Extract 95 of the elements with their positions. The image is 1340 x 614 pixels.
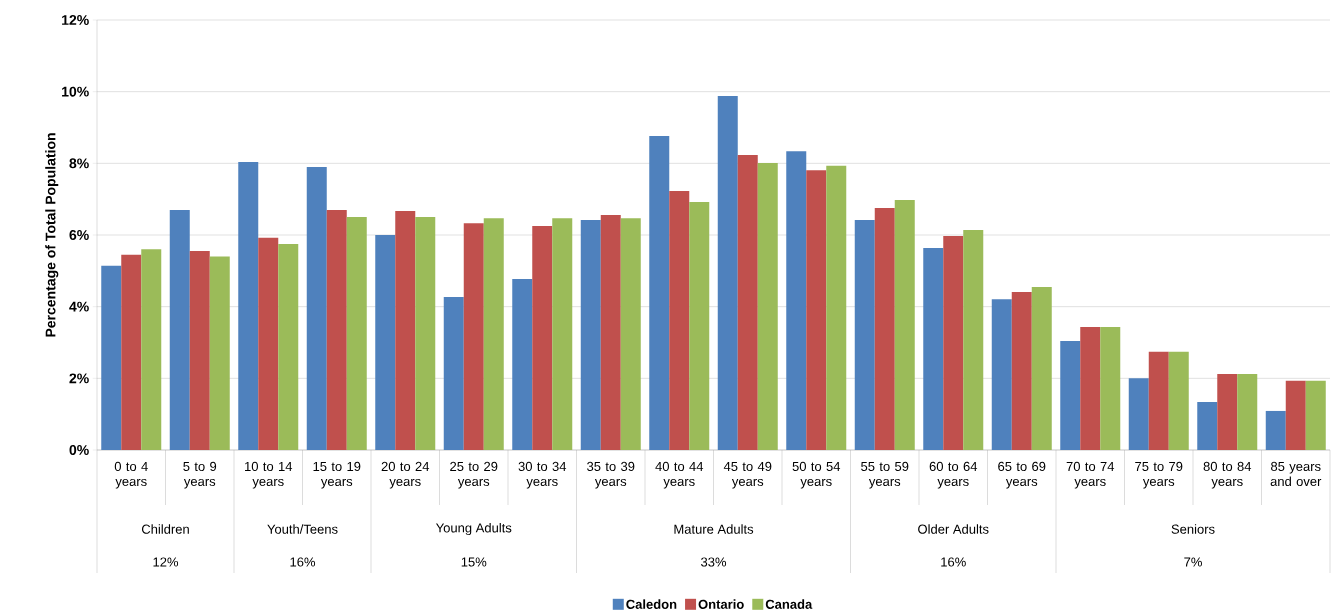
text: 12% <box>153 557 179 567</box>
text: Young Adults <box>435 522 512 536</box>
y-axis-title: Percentage of Total Population <box>45 133 59 337</box>
bar <box>963 229 984 450</box>
bar <box>923 247 944 450</box>
x-tick-label: 5 to 9 years <box>183 461 217 489</box>
x-tick-label: 65 to 69 years <box>998 461 1046 489</box>
bar <box>854 219 875 450</box>
text: Children <box>141 524 189 534</box>
bar <box>463 223 484 450</box>
text: Older Adults <box>918 524 989 534</box>
y-tick-label: 12% <box>62 15 89 25</box>
x-tick-label: 40 to 44 years <box>655 461 704 489</box>
x-tick-label: 80 to 84 years <box>1203 461 1252 489</box>
text: Seniors <box>1171 524 1215 534</box>
y-tick-label: 4% <box>69 301 89 312</box>
bar <box>512 279 533 450</box>
bar <box>1197 401 1218 450</box>
legend-label: Ontario <box>698 599 744 609</box>
bar <box>121 254 142 450</box>
bar <box>894 199 915 450</box>
bar <box>1148 351 1169 450</box>
bar <box>991 299 1012 450</box>
bar <box>580 219 601 450</box>
bar <box>1285 380 1306 450</box>
bar <box>1168 351 1189 450</box>
bar <box>1305 380 1326 450</box>
bar <box>600 214 621 450</box>
text: 7% <box>1184 557 1202 567</box>
bar <box>532 226 553 450</box>
y-tick-label: 2% <box>69 373 89 384</box>
text: 33% <box>701 557 727 567</box>
bar <box>826 165 847 450</box>
x-tick-label: 50 to 54 years <box>792 461 841 489</box>
bar <box>169 209 190 450</box>
bar <box>1080 327 1101 450</box>
x-tick-label: 55 to 59 years <box>861 461 909 489</box>
text: 16% <box>941 557 966 567</box>
x-tick-label: 75 to 79 years <box>1135 461 1183 489</box>
bar <box>395 210 416 450</box>
text: 16% <box>290 557 316 567</box>
x-tick-label: 0 to 4 years <box>114 461 148 489</box>
bar <box>278 243 299 450</box>
x-tick-label: 30 to 34 years <box>518 461 567 489</box>
bar <box>1265 410 1286 450</box>
y-tick-label: 6% <box>69 230 89 240</box>
bar <box>346 217 367 450</box>
x-tick-label: 45 to 49 years <box>723 461 772 489</box>
bar <box>415 217 436 450</box>
bar <box>101 265 122 450</box>
text: Mature Adults <box>674 524 754 534</box>
bar <box>786 151 807 450</box>
bar <box>483 218 504 450</box>
bar <box>552 218 573 450</box>
bar <box>649 136 670 450</box>
y-tick-label: 8% <box>69 158 89 169</box>
bar <box>874 208 895 450</box>
text: Youth/Teens <box>267 524 338 534</box>
bar <box>806 170 827 450</box>
bar <box>209 256 230 450</box>
x-tick-label: 35 to 39 years <box>587 461 635 489</box>
bar <box>757 162 778 450</box>
x-tick-label: 85 years and over <box>1270 461 1322 486</box>
bar <box>238 161 259 450</box>
bar <box>737 155 758 450</box>
x-tick-label: 70 to 74 years <box>1066 461 1115 489</box>
bar <box>717 95 738 450</box>
bar <box>943 236 964 450</box>
legend-label: Caledon <box>626 599 677 609</box>
bar <box>443 296 464 450</box>
bar <box>1100 327 1121 450</box>
x-tick-label: 60 to 64 years <box>929 461 978 489</box>
bar <box>1060 341 1081 450</box>
bar <box>669 190 690 450</box>
x-tick-label: 25 to 29 years <box>450 461 498 489</box>
bar <box>306 166 327 450</box>
bar <box>1128 378 1149 450</box>
x-tick-label: 10 to 14 years <box>245 461 293 489</box>
text: 15% <box>461 557 487 567</box>
bar <box>141 249 162 450</box>
y-tick-label: 0% <box>69 445 89 455</box>
x-tick-label: 15 to 19 years <box>313 461 361 489</box>
legend-label: Canada <box>765 599 813 609</box>
bar <box>326 209 347 450</box>
bar <box>189 251 210 450</box>
bar <box>689 202 710 450</box>
x-tick-label: 20 to 24 years <box>381 461 430 489</box>
bar <box>620 218 641 450</box>
bar <box>375 235 396 450</box>
bar <box>1031 286 1052 450</box>
bar <box>1237 374 1258 450</box>
y-tick-label: 10% <box>62 86 89 97</box>
bar <box>1217 374 1238 450</box>
bar <box>1011 291 1032 450</box>
bar <box>258 237 279 450</box>
